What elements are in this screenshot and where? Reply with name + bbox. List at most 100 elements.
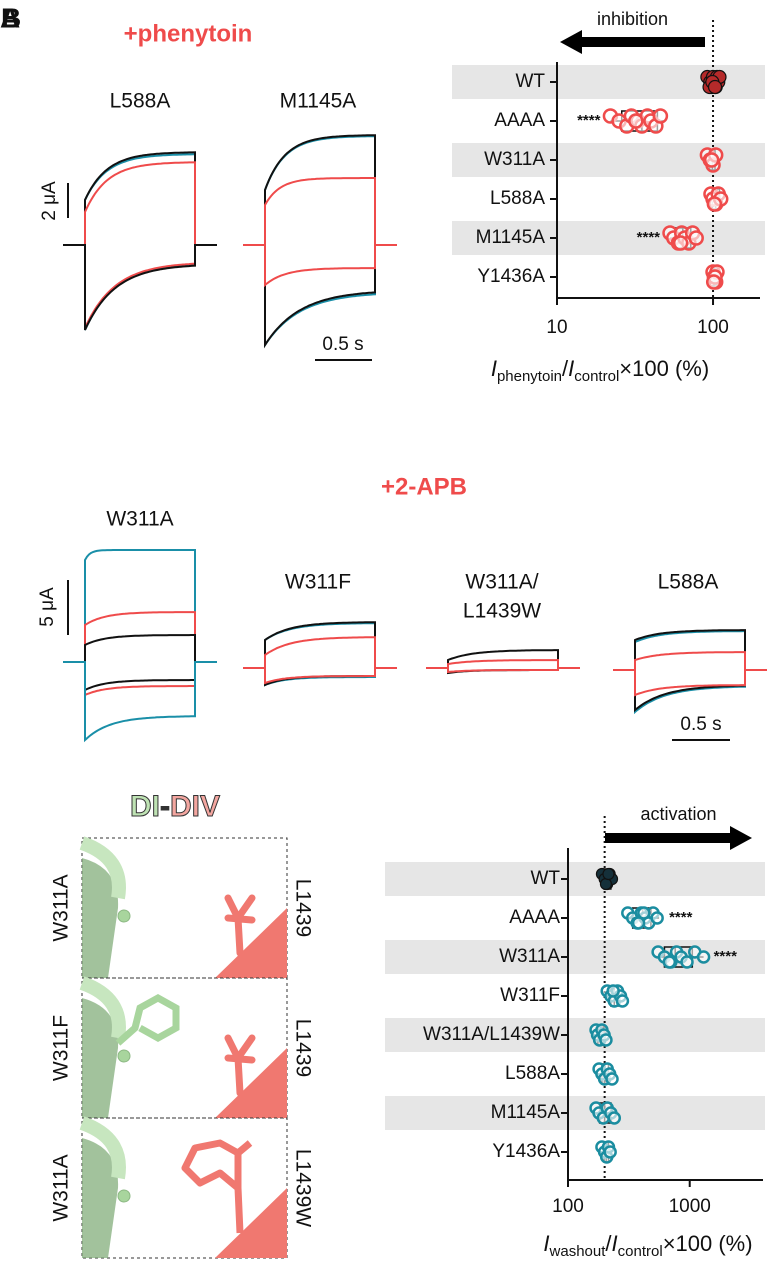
category-label: Y1436A <box>477 266 545 287</box>
data-point <box>662 955 677 969</box>
data-point <box>680 955 694 969</box>
trace-label: L588A <box>110 90 171 113</box>
current-trace <box>63 549 217 663</box>
annotation: activation <box>640 804 716 824</box>
data-point <box>696 950 711 964</box>
residue-label: L1439 <box>291 879 314 937</box>
helix <box>82 998 119 1118</box>
phenytoin-title: +phenytoin <box>124 20 253 47</box>
category-label: M1145A <box>476 227 546 248</box>
current-trace <box>63 151 217 246</box>
row-band <box>385 1018 765 1052</box>
helix <box>82 1138 119 1258</box>
data-point <box>615 994 630 1008</box>
side-chain <box>224 1034 256 1097</box>
current-trace <box>243 621 397 669</box>
helix-top <box>79 976 126 1040</box>
current-trace <box>243 177 397 246</box>
dash: - <box>160 790 170 823</box>
current-trace <box>243 636 397 669</box>
x-axis-label-part: I <box>491 356 497 381</box>
residue-label: L1439W <box>291 1149 314 1227</box>
helix-iv <box>215 908 287 978</box>
current-trace <box>243 244 397 349</box>
x-tick-label: 100 <box>697 317 729 338</box>
helix-top <box>79 1116 126 1180</box>
current-trace <box>63 244 217 331</box>
x-tick-label: 100 <box>552 1196 584 1217</box>
row-band <box>385 862 765 896</box>
residue-label: W311F <box>50 1015 73 1081</box>
scale-label: 0.5 s <box>322 334 363 355</box>
current-trace <box>63 244 217 331</box>
structure-title: DI-DIV <box>130 790 220 823</box>
significance: **** <box>669 909 693 926</box>
current-trace <box>63 661 217 743</box>
data-point <box>602 867 615 881</box>
significance: **** <box>637 229 661 246</box>
helix-top <box>79 836 126 900</box>
category-label: AAAA <box>509 907 560 928</box>
x-tick-label: 1000 <box>669 1196 711 1217</box>
current-trace <box>63 611 217 663</box>
arrow-head <box>560 30 582 54</box>
current-trace <box>243 134 397 246</box>
current-trace <box>243 244 397 349</box>
current-trace <box>613 669 767 697</box>
data-point <box>599 1033 613 1047</box>
trace-label: M1145A <box>280 90 357 113</box>
helix <box>82 858 119 978</box>
x-axis-label: Iwashout/Icontrol×100 (%) <box>543 1231 752 1260</box>
current-trace <box>426 667 580 674</box>
ring <box>115 993 180 1046</box>
helix-iv <box>215 1048 287 1118</box>
data-point <box>628 113 644 129</box>
data-point <box>599 877 613 891</box>
trace-label: W311A/ <box>465 571 538 594</box>
category-label: W311A <box>484 149 545 170</box>
x-tick-label: 10 <box>546 317 567 338</box>
data-point <box>606 984 620 998</box>
category-label: M1145A <box>491 1102 561 1123</box>
residue <box>117 1049 131 1063</box>
x-axis-label-part: I <box>543 1231 549 1256</box>
current-trace <box>613 630 767 671</box>
category-label: W311F <box>500 985 560 1006</box>
scale-label: 2 μA <box>39 181 60 221</box>
data-point <box>605 1072 619 1086</box>
category-label: L588A <box>505 1063 560 1084</box>
trace-label: L588A <box>658 571 719 594</box>
residue-label: L1439 <box>291 1019 314 1077</box>
current-trace <box>613 669 767 715</box>
x-axis-label-part: I <box>612 1231 618 1256</box>
current-trace <box>613 669 767 713</box>
significance: **** <box>714 948 738 965</box>
data-point <box>607 1111 622 1125</box>
x-axis-label-part: washout <box>549 1243 607 1260</box>
scale-label: 5 μA <box>37 587 58 627</box>
category-label: W311A/L1439W <box>423 1024 560 1045</box>
x-axis-label-part: phenytoin <box>497 368 562 385</box>
x-axis-label-part: / <box>605 1231 612 1256</box>
current-trace <box>426 658 580 669</box>
apb-title: +2-APB <box>381 473 467 500</box>
current-trace <box>243 244 397 288</box>
trace-label: W311A <box>106 508 173 531</box>
annotation: inhibition <box>597 9 668 29</box>
domain-label: DIV <box>170 790 220 823</box>
category-label: L588A <box>490 188 545 209</box>
helix-iv <box>215 1188 287 1258</box>
residue-label: W311A <box>50 874 73 941</box>
category-label: W311A <box>499 946 560 967</box>
current-trace <box>63 661 217 697</box>
residue <box>117 1189 131 1203</box>
row-band <box>385 1096 765 1130</box>
x-axis-label-part: ×100 (%) <box>619 356 709 381</box>
panel-label: A <box>0 2 20 33</box>
structures: W311A L1439 W311F L1439 W311A L1439W <box>50 836 314 1259</box>
current-trace <box>613 629 767 671</box>
domain-label: DI <box>130 790 160 823</box>
data-point <box>688 230 704 246</box>
